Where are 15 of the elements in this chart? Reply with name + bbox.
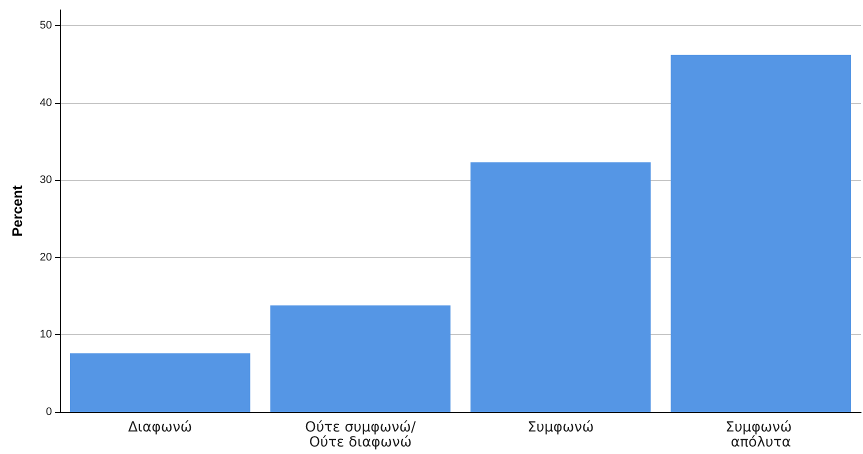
x-tick-label: Διαφωνώ — [128, 420, 192, 436]
y-tick-label: 0 — [46, 406, 52, 418]
x-tick-label: Συμφωνώ — [527, 420, 594, 436]
bar — [470, 162, 651, 412]
y-tick-label: 10 — [40, 328, 52, 341]
y-tick-label: 30 — [40, 174, 52, 186]
x-tick-label: Ούτε συμφωνώ/Ούτε διαφωνώ — [305, 420, 416, 450]
bar — [270, 305, 450, 412]
y-tick-label: 20 — [40, 251, 52, 264]
y-axis-title: Percent — [9, 184, 25, 237]
y-tick-label: 50 — [40, 19, 52, 32]
bar — [670, 54, 851, 412]
bar — [70, 353, 250, 412]
y-tick-label: 40 — [40, 96, 52, 109]
x-tick-label: Συμφωνώ απόλυτα — [725, 420, 796, 450]
